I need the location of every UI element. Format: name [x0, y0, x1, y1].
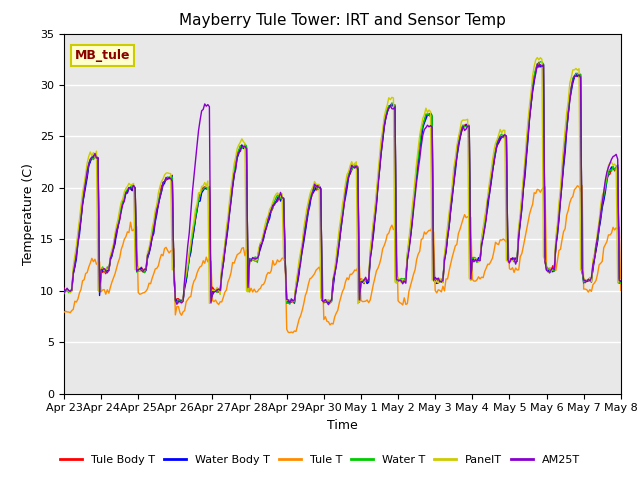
Title: Mayberry Tule Tower: IRT and Sensor Temp: Mayberry Tule Tower: IRT and Sensor Temp [179, 13, 506, 28]
Text: MB_tule: MB_tule [75, 49, 131, 62]
Legend: Tule Body T, Water Body T, Tule T, Water T, PanelT, AM25T: Tule Body T, Water Body T, Tule T, Water… [55, 451, 585, 469]
Y-axis label: Temperature (C): Temperature (C) [22, 163, 35, 264]
X-axis label: Time: Time [327, 419, 358, 432]
